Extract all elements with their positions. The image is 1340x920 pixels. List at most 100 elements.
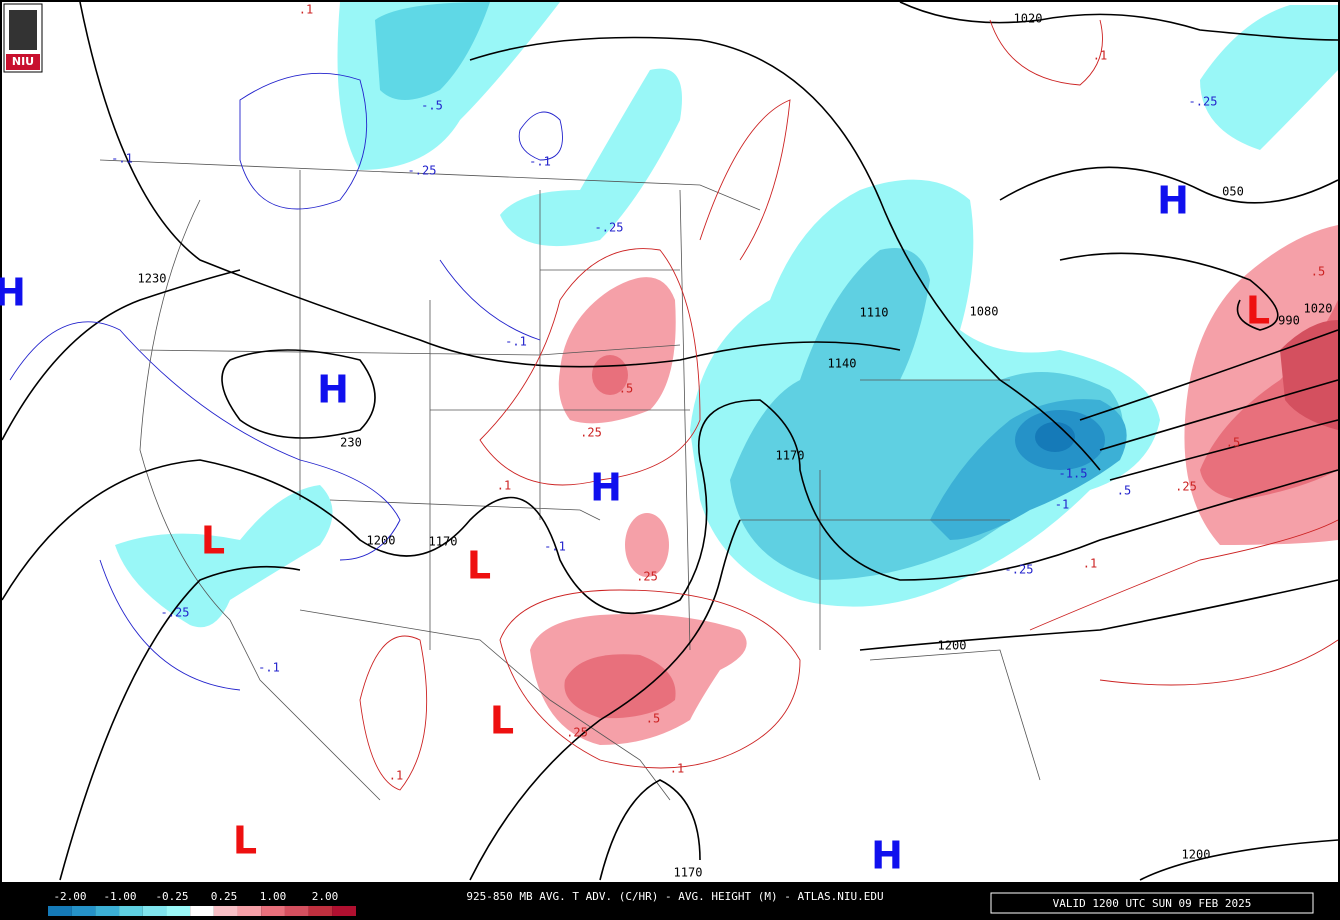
contour <box>518 111 563 161</box>
legend-swatch <box>332 906 356 916</box>
contour <box>499 589 801 769</box>
advection-contours <box>9 19 1339 791</box>
contour-label: .25 <box>580 426 602 440</box>
map-labels: H H H H H L L L L L .1 1020 .1 -.5 -.1 -.25 -.1 -.25 050 -.… <box>0 3 1333 880</box>
legend-label: 2.00 <box>312 890 339 903</box>
map-title: 925-850 MB AVG. T ADV. (C/HR) - AVG. HEI… <box>466 890 883 903</box>
contour <box>1079 329 1339 481</box>
contour-label: .25 <box>566 726 588 740</box>
legend-swatch <box>71 906 96 916</box>
contour-label: .1 <box>1083 557 1097 571</box>
legend-swatch <box>261 906 285 916</box>
contour <box>999 166 1339 204</box>
contour-label: .1 <box>670 762 684 776</box>
legend-swatch <box>284 906 309 916</box>
contour <box>79 1 901 368</box>
contour-label: .5 <box>1311 265 1325 279</box>
contour-label: 1200 <box>1182 848 1211 862</box>
contour <box>1059 252 1279 331</box>
legend-swatch <box>237 906 262 916</box>
legend-swatch <box>95 906 120 916</box>
contour <box>221 349 376 439</box>
legend-label: 1.00 <box>260 890 287 903</box>
shade <box>500 68 682 247</box>
shade <box>1035 422 1075 452</box>
contour-label: .5 <box>619 382 633 396</box>
contour-label: -.25 <box>1189 95 1218 109</box>
contour-label: -.1 <box>529 155 551 169</box>
valid-time: VALID 1200 UTC SUN 09 FEB 2025 <box>1053 897 1252 910</box>
contour <box>1 269 241 441</box>
contour-label: 1230 <box>138 272 167 286</box>
pressure-center: L <box>201 519 225 563</box>
contour-label: -.25 <box>161 606 190 620</box>
shade <box>375 2 490 100</box>
legend-label: -0.25 <box>155 890 188 903</box>
contour-label: .5 <box>1117 484 1131 498</box>
contour-label: -.5 <box>421 99 443 113</box>
pressure-center: H <box>590 466 622 510</box>
contour <box>1 399 1339 615</box>
contour-label: -.1 <box>505 335 527 349</box>
legend-label: -1.00 <box>103 890 136 903</box>
cold-advection-shading <box>115 2 1338 628</box>
pressure-center: L <box>1246 289 1270 333</box>
contour-label: 1200 <box>938 639 967 653</box>
contour-label: 1110 <box>860 306 889 320</box>
contour-label: .1 <box>299 3 313 17</box>
contour-label: 1080 <box>970 305 999 319</box>
contour-label: 050 <box>1222 185 1244 199</box>
contour <box>239 72 368 210</box>
shade <box>1200 5 1338 150</box>
contour <box>1139 839 1339 881</box>
contour-label: .1 <box>1093 49 1107 63</box>
contour-label: 230 <box>340 436 362 450</box>
pressure-center: L <box>490 699 514 743</box>
niu-logo: NIU <box>3 3 43 73</box>
pressure-center: L <box>467 544 491 588</box>
valid-box <box>990 892 1314 914</box>
shade <box>1280 320 1338 430</box>
contour <box>859 579 1339 651</box>
legend-swatch <box>119 906 143 916</box>
contour-label: -.25 <box>595 221 624 235</box>
contour-label: 1170 <box>429 535 458 549</box>
contour-label: .25 <box>1175 480 1197 494</box>
legend-swatch <box>213 906 238 916</box>
legend-swatch <box>166 906 191 916</box>
contour <box>479 248 701 486</box>
contour-label: -.25 <box>1005 563 1034 577</box>
pressure-center: H <box>1157 179 1189 223</box>
contour-label: .5 <box>1226 436 1240 450</box>
contour <box>989 19 1103 86</box>
contour-label: .5 <box>646 712 660 726</box>
contour <box>59 565 301 881</box>
contour <box>99 259 541 691</box>
contour-label: 1170 <box>674 866 703 880</box>
legend-label: -2.00 <box>53 890 86 903</box>
contour-label: -.25 <box>408 164 437 178</box>
shade <box>558 277 676 424</box>
contour-label: -.1 <box>258 661 280 675</box>
legend-swatch <box>308 906 333 916</box>
shade <box>564 654 676 719</box>
color-legend: -2.00 -1.00 -0.25 0.25 1.00 2.00 <box>48 890 356 916</box>
height-contours <box>1 1 1339 881</box>
contour-label: .25 <box>636 570 658 584</box>
contour-label: -1.5 <box>1059 467 1088 481</box>
shade <box>115 485 333 628</box>
legend-label: 0.25 <box>211 890 238 903</box>
pressure-center: H <box>0 271 26 315</box>
contour <box>899 1 1339 41</box>
contour-label: 1020 <box>1304 302 1333 316</box>
contour <box>1029 519 1339 686</box>
logo-text: NIU <box>12 55 34 68</box>
logo-badge <box>6 54 40 70</box>
pressure-center: H <box>871 834 903 878</box>
contour-label: 1170 <box>776 449 805 463</box>
contour-label: 1200 <box>367 534 396 548</box>
contour <box>469 519 741 881</box>
contour-label: 1020 <box>1014 12 1043 26</box>
